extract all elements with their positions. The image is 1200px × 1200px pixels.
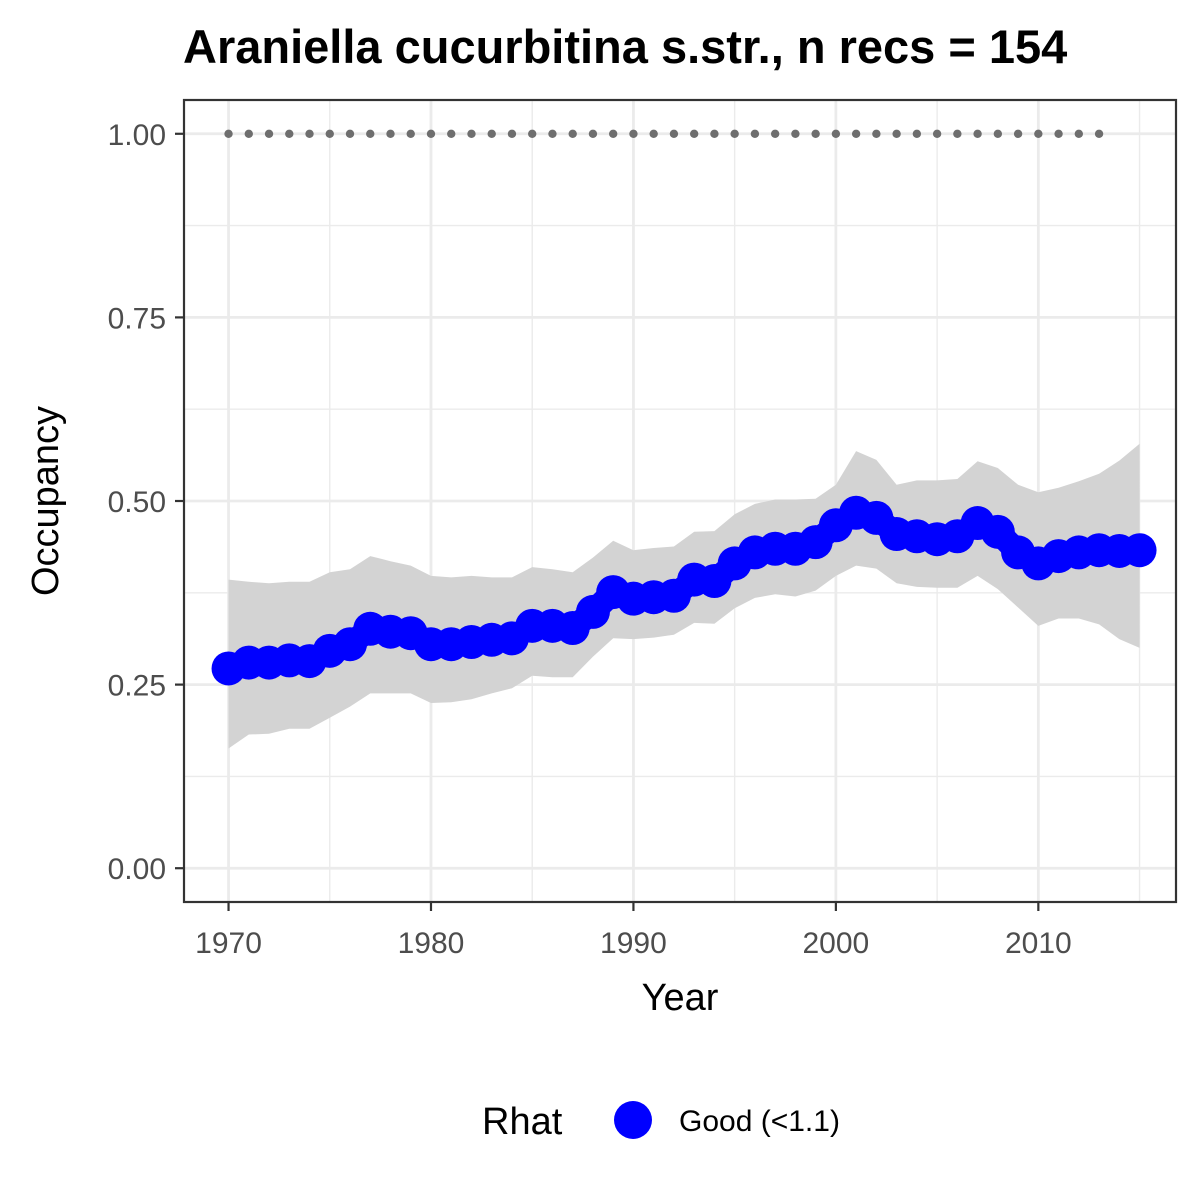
reference-point — [689, 129, 699, 138]
mean-occupancy-point — [1122, 533, 1157, 568]
reference-point — [325, 129, 334, 138]
reference-point — [791, 129, 800, 138]
y-tick-label: 0.50 — [108, 486, 166, 519]
reference-line-layer — [224, 129, 1104, 138]
reference-point — [953, 129, 962, 138]
reference-point — [386, 129, 395, 138]
reference-point — [224, 129, 233, 138]
reference-point — [345, 129, 355, 138]
mean-occupancy-layer — [211, 495, 1157, 686]
reference-point — [932, 129, 942, 138]
y-axis-title: Occupancy — [25, 406, 67, 596]
grid-lines — [184, 100, 1176, 902]
reference-point — [548, 129, 557, 138]
axis-ticks-layer: 0.00 0.25 0.50 0.75 1.00 1970 1980 1990 2000 2010 — [108, 119, 1072, 960]
x-tick-label: 1980 — [398, 927, 465, 960]
reference-point — [629, 129, 638, 138]
y-tick-label: 1.00 — [108, 119, 166, 152]
x-tick-label: 1990 — [600, 927, 667, 960]
reference-point — [811, 129, 820, 138]
reference-point — [1094, 129, 1104, 138]
reference-point — [244, 129, 253, 138]
reference-point — [608, 129, 618, 138]
y-tick-label: 0.00 — [108, 853, 166, 886]
legend-title: Rhat — [482, 1101, 563, 1143]
reference-point — [831, 129, 841, 138]
y-tick-label: 0.75 — [108, 302, 166, 335]
reference-point — [649, 129, 658, 138]
chart-title: Araniella cucurbitina s.str., n recs = 1… — [183, 20, 1068, 73]
reference-point — [1034, 129, 1043, 138]
reference-point — [1074, 129, 1084, 138]
reference-point — [669, 129, 679, 138]
reference-point — [285, 129, 294, 138]
reference-point — [507, 129, 517, 138]
reference-point — [588, 129, 598, 138]
reference-point — [528, 129, 537, 138]
y-tick-label: 0.25 — [108, 670, 166, 703]
reference-point — [710, 129, 719, 138]
reference-point — [851, 129, 861, 138]
x-axis-title: Year — [642, 977, 719, 1019]
reference-point — [406, 129, 415, 138]
reference-point — [487, 129, 496, 138]
reference-point — [912, 129, 922, 138]
reference-point — [305, 129, 314, 138]
legend-label-good: Good (<1.1) — [679, 1105, 840, 1138]
reference-point — [892, 129, 901, 138]
reference-point — [770, 129, 780, 138]
x-tick-label: 2010 — [1005, 927, 1072, 960]
legend: Rhat Good (<1.1) — [482, 1101, 840, 1143]
x-tick-label: 1970 — [195, 927, 262, 960]
reference-point — [426, 129, 436, 138]
reference-point — [973, 129, 982, 138]
reference-point — [1054, 129, 1063, 138]
reference-point — [447, 129, 456, 138]
reference-point — [366, 129, 375, 138]
x-tick-label: 2000 — [803, 927, 870, 960]
reference-point — [730, 129, 739, 138]
reference-point — [264, 129, 274, 138]
reference-point — [1013, 129, 1023, 138]
reference-point — [568, 129, 577, 138]
reference-point — [872, 129, 881, 138]
reference-point — [467, 129, 476, 138]
reference-point — [750, 129, 760, 138]
legend-key-good — [614, 1101, 652, 1139]
reference-point — [993, 129, 1003, 138]
